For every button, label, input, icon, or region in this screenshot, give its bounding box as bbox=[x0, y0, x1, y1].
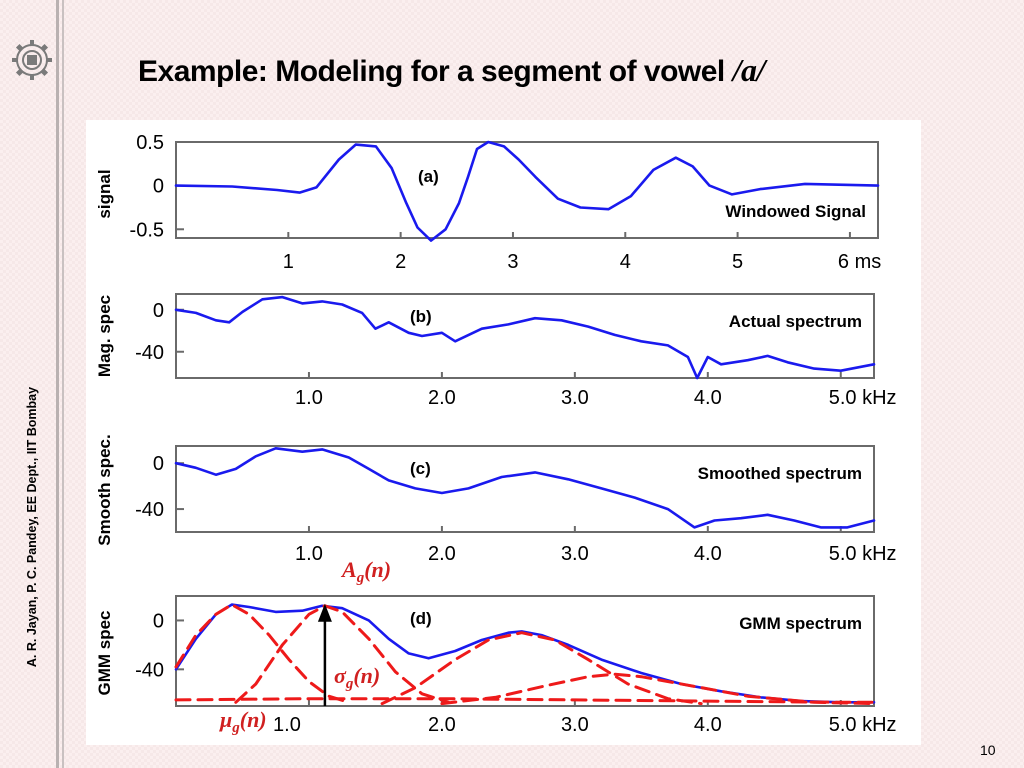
author-credit: A. R. Jayan, P. C. Pandey, EE Dept., IIT… bbox=[25, 386, 39, 668]
y-tick-label: -40 bbox=[135, 499, 164, 521]
x-tick-label: 1.0 bbox=[273, 714, 301, 736]
y-axis-label: Smooth spec. bbox=[95, 434, 114, 545]
x-tick-label: 2.0 bbox=[428, 387, 456, 409]
annotation-sigma-main: σ bbox=[334, 663, 347, 688]
gmm-component-line bbox=[174, 697, 876, 704]
x-tick-label: 6 ms bbox=[838, 251, 881, 273]
panel-caption: Actual spectrum bbox=[729, 312, 862, 331]
plot-frame bbox=[175, 293, 875, 379]
spectrum-line bbox=[174, 295, 876, 380]
gmm-component-line bbox=[440, 672, 876, 706]
chart-panel-c: 0 -40 1.0 2.0 3.0 4.0 5.0 kHz Smooth spec. (c) Sm… bbox=[95, 434, 897, 565]
chart-panel-d: 0 -40 2.0 3.0 4.0 5.0 kHz 1.0 GMM spec (d) GMM sp… bbox=[95, 595, 897, 736]
y-axis-label: signal bbox=[95, 169, 114, 218]
annotation-amplitude-main: A bbox=[340, 557, 357, 582]
left-sidebar: A. R. Jayan, P. C. Pandey, EE Dept., IIT… bbox=[0, 0, 64, 768]
plot-frame bbox=[175, 595, 875, 707]
panel-label: (a) bbox=[418, 167, 439, 186]
gmm-component-line bbox=[380, 631, 703, 706]
annotation-mu: μg(n) bbox=[219, 707, 267, 736]
x-tick-label: 2 bbox=[395, 251, 406, 273]
sidebar-rule bbox=[56, 0, 59, 768]
panel-label: (c) bbox=[410, 459, 431, 478]
annotation-sigma: σg(n) bbox=[334, 663, 380, 692]
x-tick-label: 4 bbox=[620, 251, 631, 273]
chart-panel-a: 0.5 0 -0.5 1 2 3 4 5 6 ms signal (a) Windowed Signa… bbox=[95, 132, 881, 273]
figure-panel: 0.5 0 -0.5 1 2 3 4 5 6 ms signal (a) Windowed Signa… bbox=[86, 120, 921, 745]
annotation-mu-main: μ bbox=[219, 707, 232, 732]
y-tick-label: 0 bbox=[153, 300, 164, 322]
chart-panel-b: 0 -40 1.0 2.0 3.0 4.0 5.0 kHz Mag. spec (b) Actua… bbox=[95, 293, 897, 409]
panel-caption: Windowed Signal bbox=[725, 202, 866, 221]
panel-caption: GMM spectrum bbox=[739, 614, 862, 633]
y-tick-label: -40 bbox=[135, 342, 164, 364]
x-tick-label: 5.0 kHz bbox=[829, 387, 897, 409]
x-tick-label: 3.0 bbox=[561, 543, 589, 565]
x-tick-label: 1 bbox=[283, 251, 294, 273]
x-tick-label: 1.0 bbox=[295, 543, 323, 565]
annotation-mu-argument: (n) bbox=[240, 707, 267, 732]
x-tick-label: 5.0 kHz bbox=[829, 543, 897, 565]
y-axis-label: GMM spec bbox=[95, 610, 114, 695]
y-axis-label: Mag. spec bbox=[95, 295, 114, 377]
annotation-mu-subscript: g bbox=[231, 720, 240, 736]
slide-title: Example: Modeling for a segment of vowel… bbox=[138, 52, 765, 89]
plot-frame bbox=[175, 445, 875, 533]
spectrum-line bbox=[174, 446, 876, 529]
x-tick-label: 2.0 bbox=[428, 714, 456, 736]
y-tick-label: 0 bbox=[153, 453, 164, 475]
sidebar-rule-thin bbox=[62, 0, 64, 768]
amplitude-arrowhead bbox=[317, 603, 332, 622]
x-tick-label: 5 bbox=[732, 251, 743, 273]
y-tick-label: 0 bbox=[153, 176, 164, 198]
title-prefix: Example: Modeling for a segment of vowel bbox=[138, 55, 733, 88]
x-tick-label: 1.0 bbox=[295, 387, 323, 409]
annotation-amplitude-subscript: g bbox=[356, 570, 365, 586]
chart-figure: 0.5 0 -0.5 1 2 3 4 5 6 ms signal (a) Windowed Signa… bbox=[95, 132, 897, 736]
y-tick-label: 0.5 bbox=[136, 132, 164, 154]
gmm-component-line bbox=[174, 603, 351, 704]
gmm-component-line bbox=[234, 604, 451, 704]
x-tick-label: 3.0 bbox=[561, 714, 589, 736]
panel-label: (b) bbox=[410, 307, 432, 326]
annotation-amplitude-argument: (n) bbox=[364, 557, 391, 582]
page-number: 10 bbox=[980, 742, 996, 758]
annotation-amplitude: Ag(n) bbox=[340, 557, 391, 586]
institute-logo bbox=[12, 40, 52, 80]
title-vowel: /a/ bbox=[732, 52, 766, 88]
y-tick-label: 0 bbox=[153, 610, 164, 632]
annotation-sigma-argument: (n) bbox=[353, 663, 380, 688]
annotation-sigma-subscript: g bbox=[345, 676, 354, 692]
x-tick-label: 3.0 bbox=[561, 387, 589, 409]
x-tick-label: 4.0 bbox=[694, 714, 722, 736]
panel-caption: Smoothed spectrum bbox=[698, 464, 862, 483]
x-tick-label: 5.0 kHz bbox=[829, 714, 897, 736]
spectrum-line bbox=[174, 140, 880, 242]
y-tick-label: -0.5 bbox=[130, 219, 164, 241]
x-tick-label: 3 bbox=[507, 251, 518, 273]
x-tick-label: 4.0 bbox=[694, 543, 722, 565]
y-tick-label: -40 bbox=[135, 659, 164, 681]
panel-label: (d) bbox=[410, 609, 432, 628]
x-tick-label: 4.0 bbox=[694, 387, 722, 409]
x-tick-label: 2.0 bbox=[428, 543, 456, 565]
